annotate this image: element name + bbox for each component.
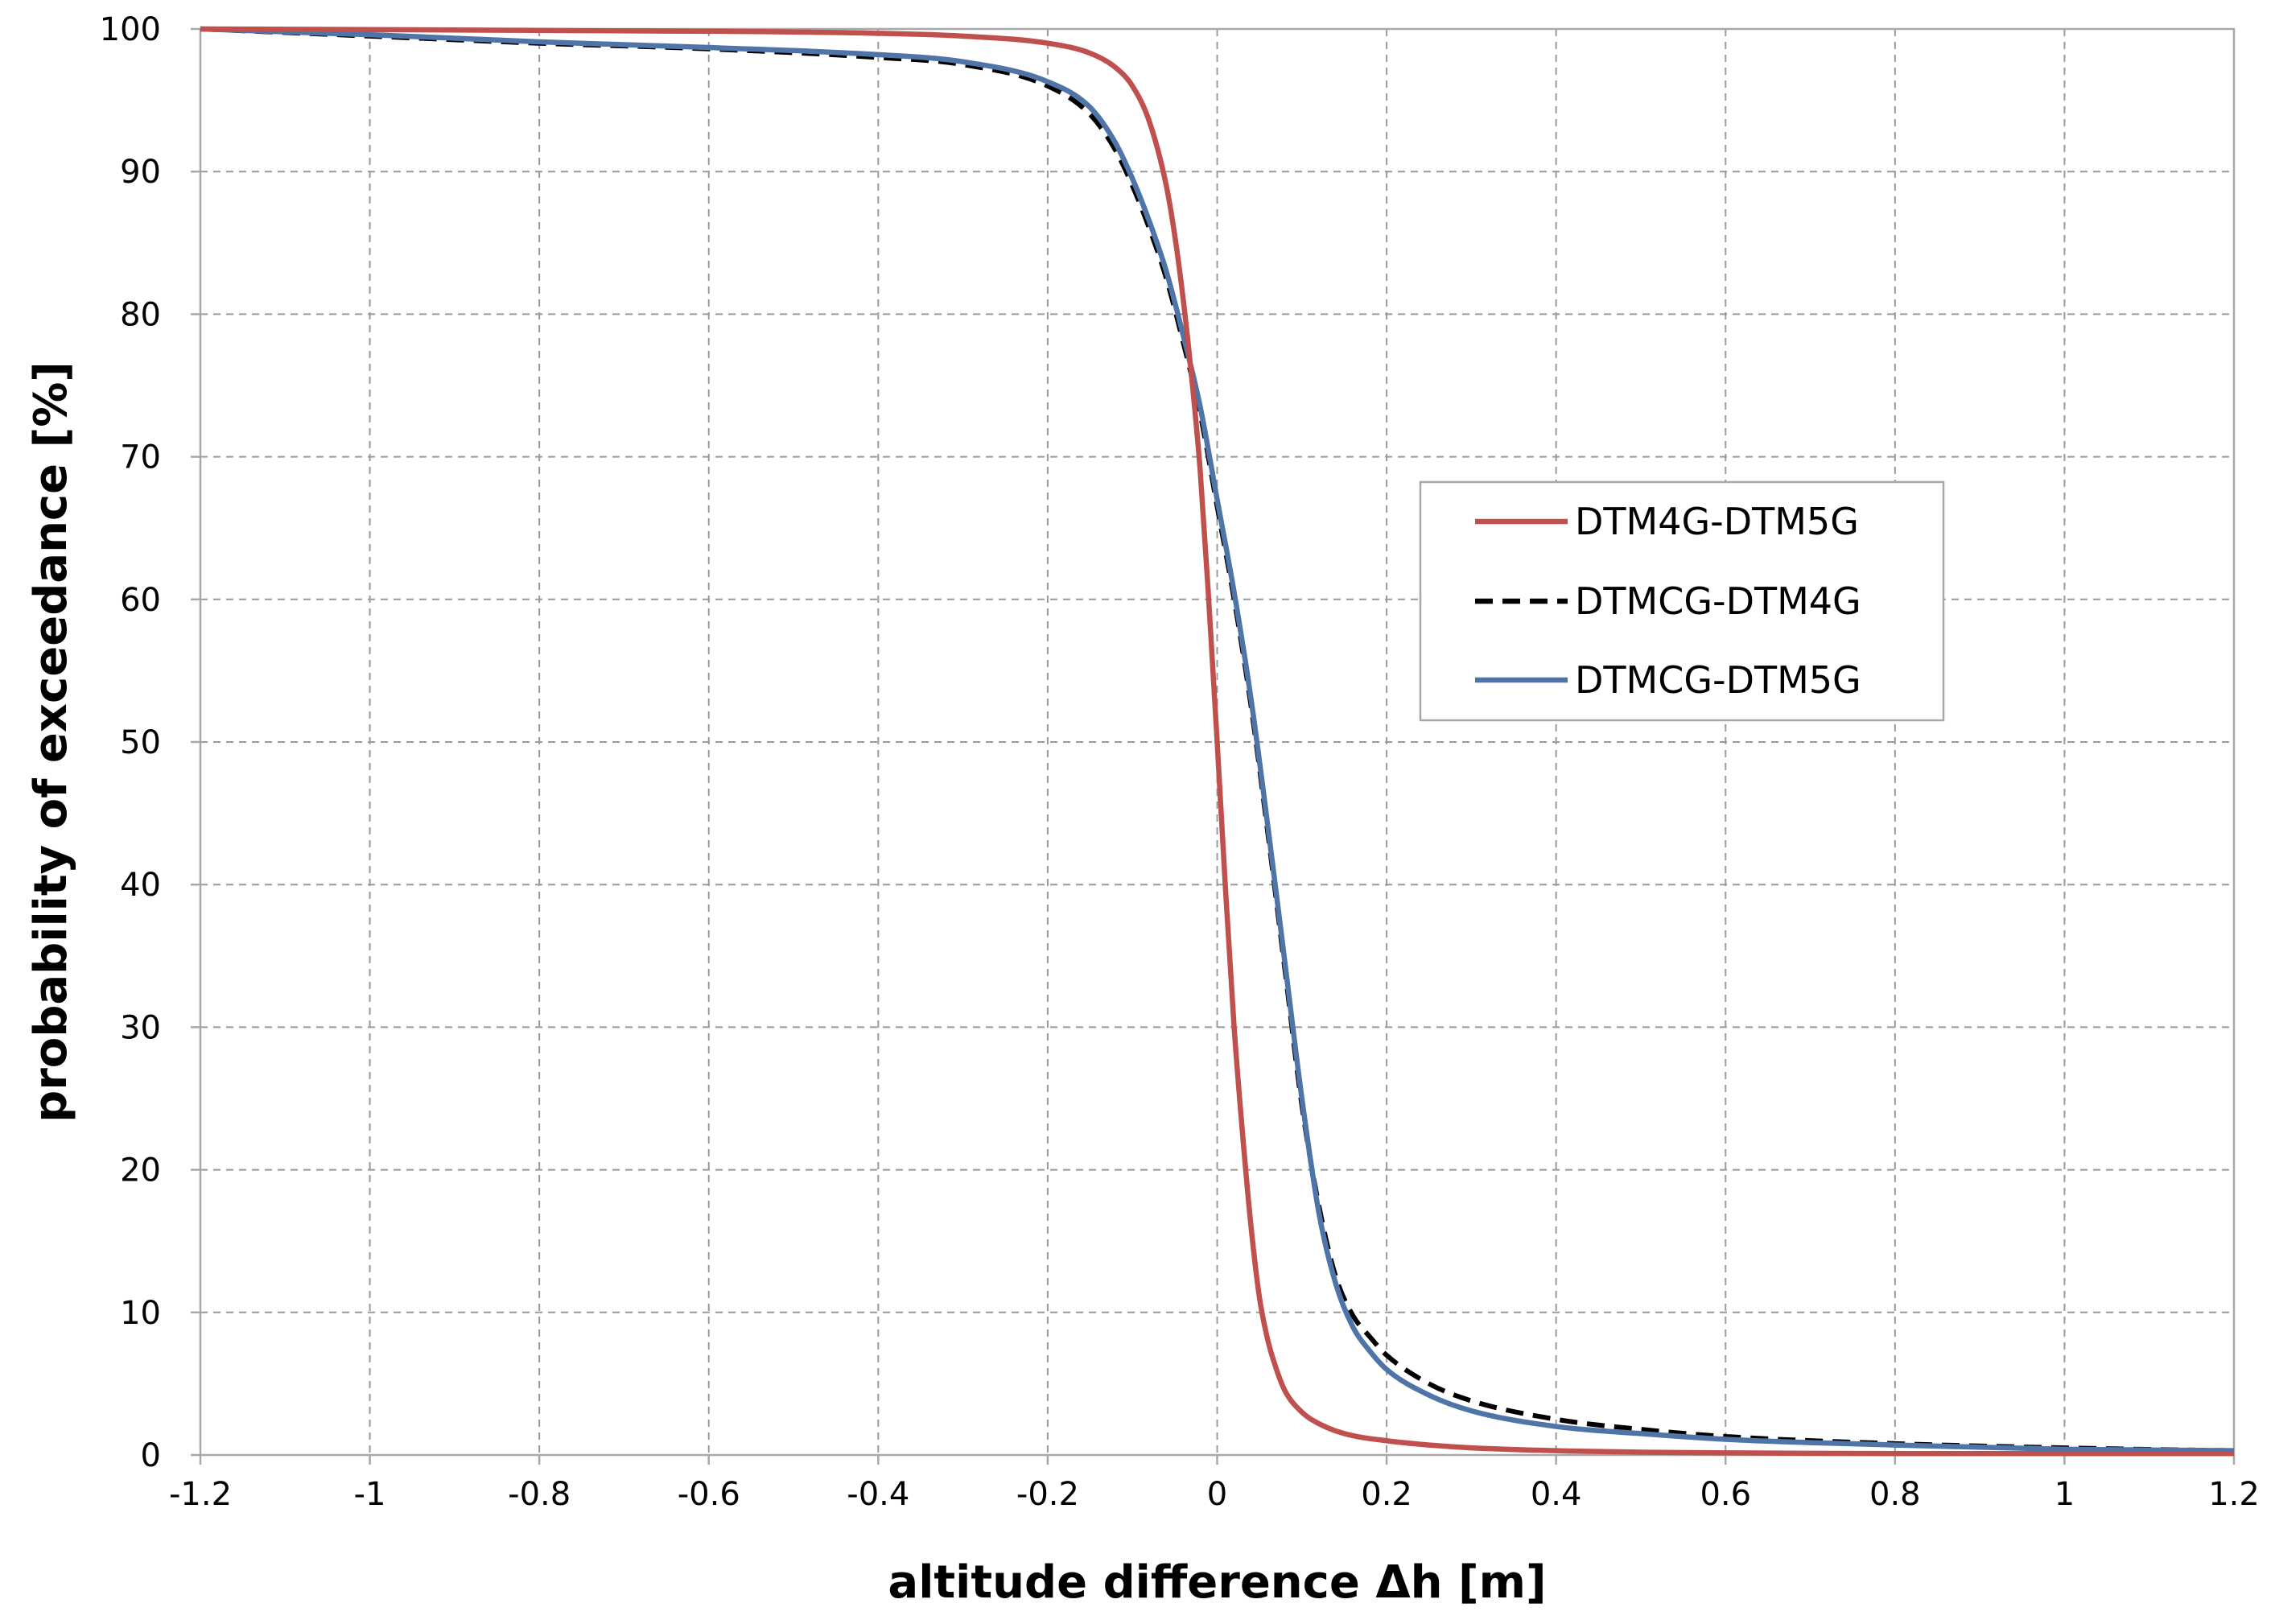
y-tick-label: 20 <box>120 1152 161 1189</box>
x-tick-label: 0.8 <box>1869 1476 1921 1513</box>
y-tick-label: 80 <box>120 296 161 333</box>
x-axis-tick-labels: -1.2 -1 -0.8 -0.6 -0.4 -0.2 0 0.2 0.4 0.6 0.8 1 1.2 <box>169 1476 2260 1513</box>
series-line-dtmcg-dtm5g <box>200 26 2235 1453</box>
x-axis-title: altitude difference Δh [m] <box>888 1556 1546 1609</box>
y-tick-label: 70 <box>120 439 161 476</box>
x-tick-label: 0.4 <box>1531 1476 1582 1513</box>
legend-label-dtmcg-dtm5g: DTMCG-DTM5G <box>1575 658 1861 702</box>
x-tick-label: -0.8 <box>508 1476 571 1513</box>
y-tick-label: 100 <box>100 11 161 48</box>
grid-lines <box>191 27 2236 1465</box>
series-line-dtmcg-dtm4g <box>200 27 2235 1453</box>
x-tick-label: -1.2 <box>169 1476 232 1513</box>
y-axis-title: probability of exceedance [%] <box>25 361 77 1123</box>
y-tick-label: 0 <box>141 1437 161 1474</box>
x-tick-label: 0.2 <box>1361 1476 1412 1513</box>
y-tick-label: 50 <box>120 724 161 761</box>
plot-area-frame <box>199 27 2236 1457</box>
x-tick-label: -1 <box>354 1476 386 1513</box>
y-axis-tick-labels: 0 10 20 30 40 50 60 70 80 90 100 <box>100 11 161 1474</box>
legend: DTM4G-DTM5G DTMCG-DTM4G DTMCG-DTM5G <box>1419 480 1945 722</box>
y-tick-label: 60 <box>120 582 161 619</box>
y-tick-label: 10 <box>120 1295 161 1332</box>
y-tick-label: 40 <box>120 867 161 904</box>
x-tick-label: 0.6 <box>1700 1476 1751 1513</box>
x-tick-label: -0.4 <box>847 1476 909 1513</box>
x-tick-label: 1.2 <box>2208 1476 2260 1513</box>
y-tick-label: 90 <box>120 154 161 191</box>
x-tick-label: 1 <box>2055 1476 2075 1513</box>
x-tick-label: 0 <box>1207 1476 1227 1513</box>
legend-label-dtmcg-dtm4g: DTMCG-DTM4G <box>1575 579 1861 623</box>
legend-label-dtm4g-dtm5g: DTM4G-DTM5G <box>1575 500 1859 543</box>
y-tick-label: 30 <box>120 1009 161 1046</box>
x-tick-label: -0.6 <box>678 1476 740 1513</box>
series-lines <box>200 26 2235 1457</box>
x-tick-label: -0.2 <box>1016 1476 1079 1513</box>
series-line-dtm4g-dtm5g <box>200 26 2234 1457</box>
